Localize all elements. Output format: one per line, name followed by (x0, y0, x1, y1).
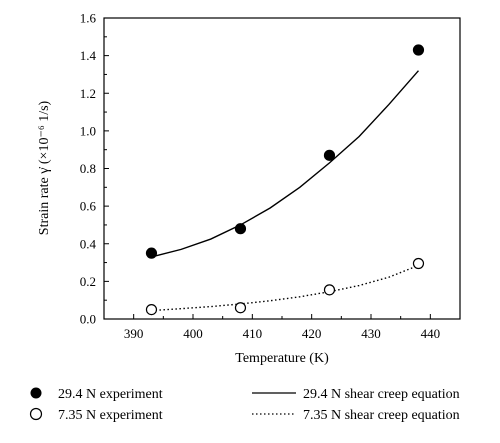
data-point-filled (323, 149, 336, 161)
legend-item-29-4n-equation: 29.4 N shear creep equation (252, 387, 460, 402)
data-point-open (145, 303, 158, 316)
y-tick-label: 1.6 (80, 11, 97, 26)
x-tick-label: 400 (183, 326, 203, 341)
x-tick-label: 390 (124, 326, 144, 341)
y-tick-label: 1.2 (80, 86, 96, 101)
series-lines (151, 70, 419, 312)
legend-label: 7.35 N shear creep equation (303, 408, 460, 423)
x-tick-label: 440 (421, 326, 441, 341)
x-axis-label: Temperature (K) (235, 351, 329, 366)
data-point-filled (234, 223, 247, 235)
y-tick-label: 0.8 (80, 161, 96, 176)
y-axis-label: Strain rate γ̇ (×10⁻⁶ 1/s) (37, 100, 52, 235)
legend-item-7-35n-equation: 7.35 N shear creep equation (252, 408, 460, 423)
y-tick-label: 1.4 (80, 48, 97, 63)
plot-frame (103, 17, 461, 320)
legend-item-7-35n-experiment: 7.35 N experiment (29, 407, 163, 423)
x-tick-label: 420 (302, 326, 322, 341)
tick-labels: 390 400 410 420 430 440 0.0 0.2 0.4 0.6 0.8 1.0 1.2 1… (80, 11, 440, 342)
data-point-filled (412, 44, 425, 56)
legend-label: 7.35 N experiment (58, 408, 163, 423)
data-point-open (412, 257, 425, 270)
data-point-filled (145, 247, 158, 259)
legend-item-29-4n-experiment: 29.4 N experiment (30, 387, 163, 402)
x-tick-label: 410 (243, 326, 263, 341)
legend-open-marker (29, 407, 43, 421)
data-point-open (323, 284, 336, 296)
legend-label: 29.4 N experiment (58, 387, 163, 402)
axis-ticks (103, 17, 461, 320)
y-tick-label: 0.0 (80, 312, 96, 327)
series-line (151, 70, 419, 258)
data-point-open (234, 302, 247, 314)
y-tick-label: 0.2 (80, 274, 96, 289)
legend-filled-marker (30, 387, 42, 399)
legend: 29.4 N experiment 7.35 N experiment 29.4… (29, 387, 460, 423)
series-points (145, 44, 425, 316)
x-tick-label: 430 (361, 326, 381, 341)
y-tick-label: 0.4 (80, 236, 97, 251)
y-tick-label: 0.6 (80, 199, 97, 214)
series-line (151, 264, 419, 312)
y-tick-label: 1.0 (80, 123, 96, 138)
legend-label: 29.4 N shear creep equation (303, 387, 460, 402)
plot-area-border (103, 17, 461, 320)
